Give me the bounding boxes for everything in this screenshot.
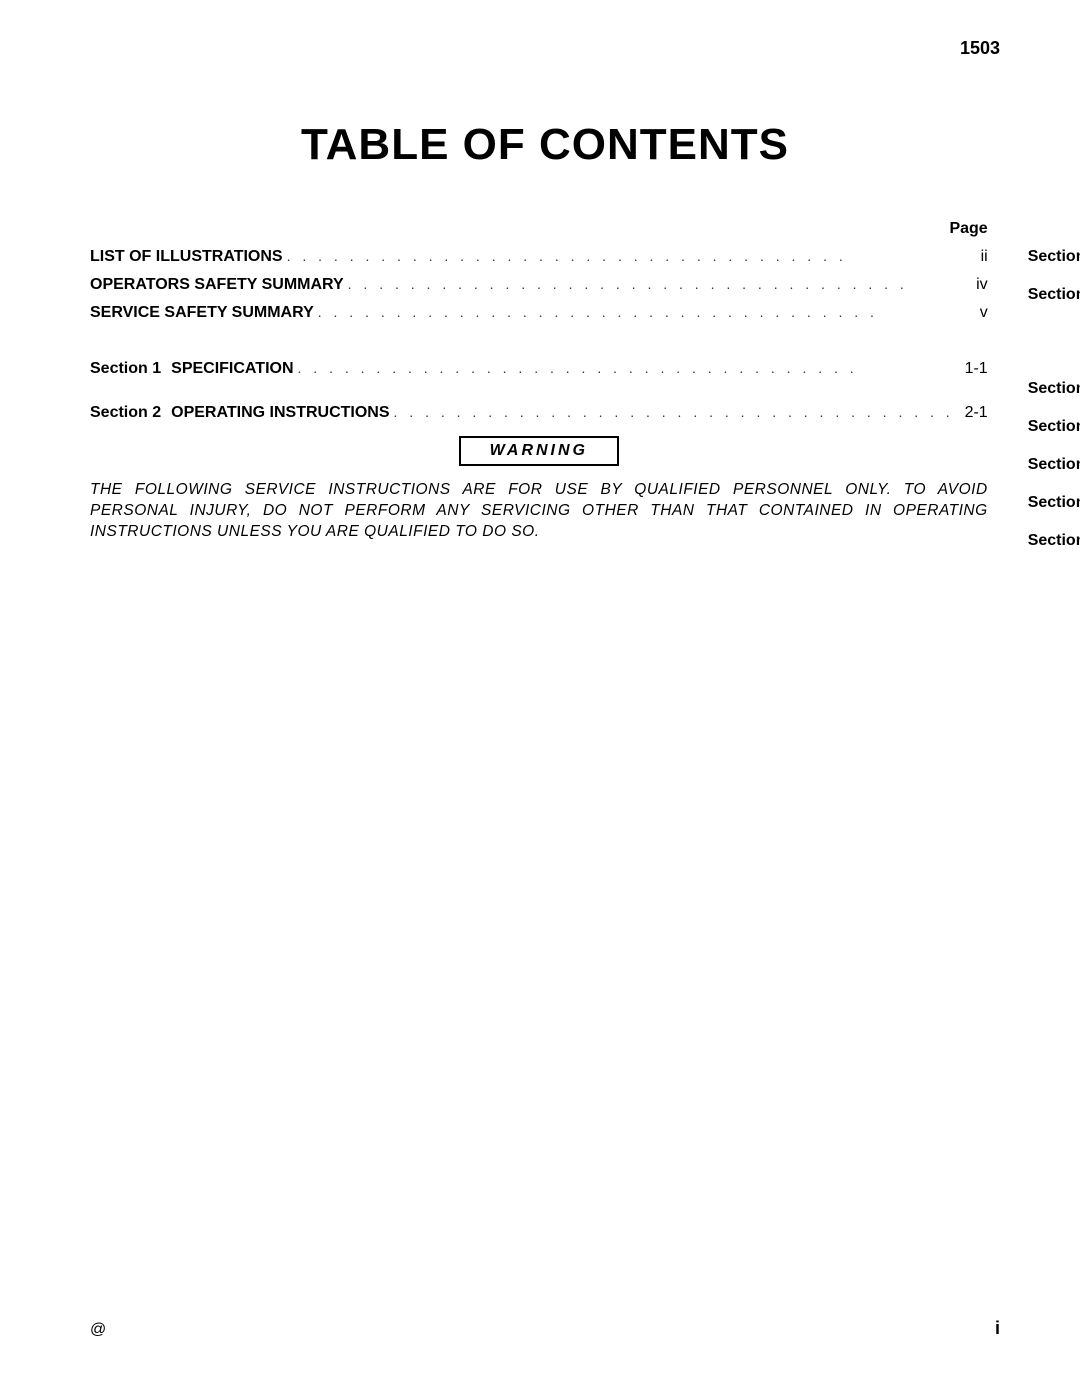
toc-title: SPECIFICATION: [171, 360, 293, 378]
toc-entry: Section 2 OPERATING INSTRUCTIONS . . . . …: [90, 404, 988, 422]
toc-subentry: Adjustment Procedure . . . . . . . . . .…: [1028, 342, 1080, 360]
page: 1503 TABLE OF CONTENTS Page LIST OF ILLU…: [0, 0, 1080, 1399]
footer-left-mark: @: [90, 1321, 106, 1339]
toc-title: SERVICE SAFETY SUMMARY: [90, 304, 314, 322]
toc-entry: SERVICE SAFETY SUMMARY . . . . . . . . .…: [90, 304, 988, 322]
toc-title: OPERATING INSTRUCTIONS: [171, 404, 389, 422]
toc-entry: Section 8DIAGRAMS AND ILLUSTRATIONS . .8…: [1028, 494, 1080, 512]
toc-page-number: 1-1: [958, 360, 988, 378]
toc-section-label: Section 4: [1028, 286, 1080, 304]
page-column-header-right: Page: [1028, 220, 1080, 238]
toc-page-number: 2-1: [958, 404, 988, 422]
toc-dots: . . . . . . . . . . . . . . . . . . . . …: [287, 248, 954, 264]
toc-entry: Section 9REPLACEABLE MECHANICAL PARTS . …: [1028, 532, 1080, 550]
toc-subentry: Performance Check . . . . . . . . . . . …: [1028, 314, 1080, 332]
toc-entry: Section 6OPTIONS . . . . . . . . . . . .…: [1028, 418, 1080, 436]
toc-left-column: Page LIST OF ILLUSTRATIONS . . . . . . .…: [90, 220, 988, 560]
toc-dots: . . . . . . . . . . . . . . . . . . . . …: [318, 304, 954, 320]
toc-entry: Section 5MAINTENANCE . . . . . . . . . .…: [1028, 380, 1080, 398]
toc-dots: . . . . . . . . . . . . . . . . . . . . …: [298, 360, 954, 376]
toc-page-number: v: [958, 304, 988, 322]
toc-entry: Section 4CALIBRATION PROCEDURE . . . . .…: [1028, 286, 1080, 304]
toc-entry: OPERATORS SAFETY SUMMARY . . . . . . . .…: [90, 276, 988, 294]
warning-text: THE FOLLOWING SERVICE INSTRUCTIONS ARE F…: [90, 480, 988, 543]
toc-entry: Section 7REPLACEABLE ELECTRICAL PARTS . …: [1028, 456, 1080, 474]
toc-page-number: ii: [958, 248, 988, 266]
page-title: TABLE OF CONTENTS: [90, 120, 1000, 170]
toc-entry: LIST OF ILLUSTRATIONS . . . . . . . . . …: [90, 248, 988, 266]
toc-right-sections: Section 3THEORY OF OPERATION . . . . . .…: [1028, 248, 1080, 550]
toc-section-label: Section 8: [1028, 494, 1080, 512]
toc-title: OPERATORS SAFETY SUMMARY: [90, 276, 344, 294]
toc-section-label: Section 7: [1028, 456, 1080, 474]
toc-entry: Section 1 SPECIFICATION . . . . . . . . .…: [90, 360, 988, 378]
toc-entry: Section 3THEORY OF OPERATION . . . . . .…: [1028, 248, 1080, 266]
toc-section-label: Section 2: [90, 404, 161, 422]
document-number: 1503: [960, 38, 1000, 59]
toc-dots: . . . . . . . . . . . . . . . . . . . . …: [348, 276, 954, 292]
warning-box: WARNING: [459, 436, 619, 466]
toc-section-label: Section 1: [90, 360, 161, 378]
toc-section-label: Section 3: [1028, 248, 1080, 266]
toc-front-matter: LIST OF ILLUSTRATIONS . . . . . . . . . …: [90, 248, 988, 322]
toc-left-sections: Section 1 SPECIFICATION . . . . . . . . .…: [90, 360, 988, 422]
page-column-header-left: Page: [90, 220, 988, 238]
toc-title: LIST OF ILLUSTRATIONS: [90, 248, 283, 266]
toc-section-label: Section 9: [1028, 532, 1080, 550]
toc-section-label: Section 5: [1028, 380, 1080, 398]
footer-page-number: i: [995, 1318, 1000, 1339]
toc-page-number: iv: [958, 276, 988, 294]
toc-columns: Page LIST OF ILLUSTRATIONS . . . . . . .…: [90, 220, 1000, 560]
toc-section-label: Section 6: [1028, 418, 1080, 436]
toc-right-column: Page Section 3THEORY OF OPERATION . . . …: [1028, 220, 1080, 560]
toc-dots: . . . . . . . . . . . . . . . . . . . . …: [394, 404, 954, 420]
